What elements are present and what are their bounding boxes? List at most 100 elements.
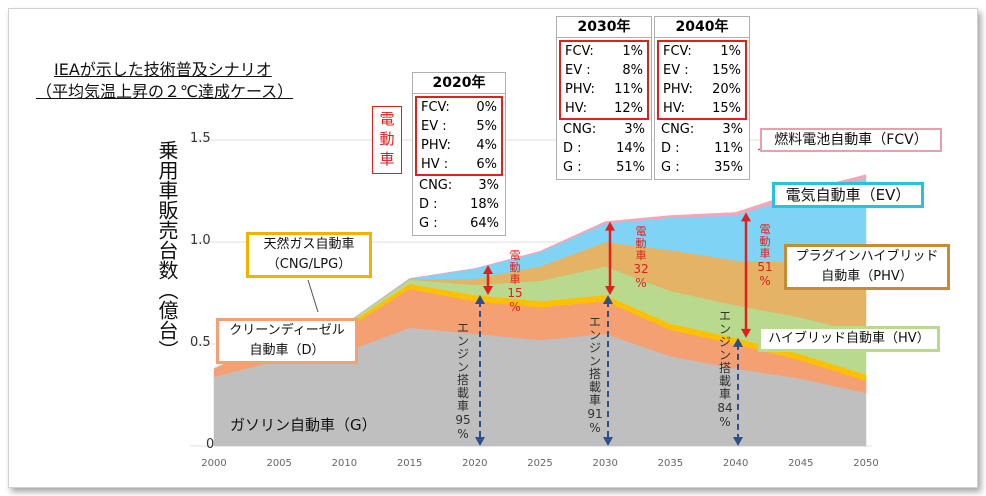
- x-tick-label: 2005: [266, 458, 292, 469]
- diesel-label-line1: クリーンディーゼル: [229, 323, 345, 338]
- electric-share-char: %: [509, 300, 521, 314]
- gasoline-label: ガソリン自動車（G）: [230, 416, 377, 434]
- hv-label: ハイブリッド自動車（HV）: [758, 326, 940, 352]
- share-type: HV:: [663, 101, 685, 116]
- phv-label-line2: 自動車（PHV）: [821, 269, 913, 284]
- share-type: G :: [419, 216, 438, 231]
- electric-share-char: 51: [757, 260, 773, 274]
- share-type: HV :: [421, 157, 449, 172]
- year-heading: 2020年: [413, 73, 505, 94]
- engine-share-label: エンジン搭載車 84%: [714, 309, 736, 430]
- share-type: FCV:: [663, 44, 692, 59]
- share-type: CNG:: [563, 122, 597, 137]
- share-row: PHV: 20%: [659, 80, 745, 99]
- engine-share-group: CNG: 3% D : 11% G : 35%: [655, 120, 749, 179]
- share-type: PHV:: [421, 138, 451, 153]
- share-type: CNG:: [419, 178, 453, 193]
- share-value: 20%: [712, 82, 741, 97]
- chart-subtitle: （平均気温上昇の２℃達成ケース）: [36, 82, 294, 101]
- share-value: 11%: [714, 141, 743, 156]
- cng-label-line2: （CNG/LPG）: [266, 257, 352, 272]
- engine-share-char: 車: [588, 393, 601, 407]
- electric-share-char: 電: [759, 223, 771, 236]
- engine-share-char: ン: [718, 348, 731, 362]
- electric-share-group: FCV: 1% EV : 15% PHV: 20% HV: 15%: [657, 40, 747, 120]
- share-row: HV: 15%: [659, 99, 745, 118]
- share-value: 6%: [476, 157, 497, 172]
- engine-share-char: 載: [588, 380, 601, 394]
- share-value: 1%: [622, 44, 643, 59]
- engine-share-char: 搭: [588, 367, 601, 381]
- x-tick-label: 2040: [722, 458, 749, 469]
- chart-title: IEAが示した技術普及シナリオ: [54, 60, 272, 79]
- engine-share-char: %: [719, 415, 731, 429]
- engine-share-char: 載: [456, 386, 469, 400]
- engine-arrow-2030-head: [603, 437, 613, 446]
- electric-share-label: 電動車 32%: [630, 226, 652, 291]
- x-tick-label: 2050: [853, 458, 879, 469]
- share-type: PHV:: [565, 82, 595, 97]
- x-tick-label: 2045: [788, 458, 814, 469]
- y-axis-label: 乗用車販売台数（億台）: [155, 140, 179, 360]
- share-type: G :: [563, 160, 582, 175]
- year-breakdown-box: 2030年 FCV: 1% EV : 8% PHV: 11% HV: 12% CNG: 3% D : 1…: [556, 16, 652, 180]
- share-row: G : 51%: [559, 158, 649, 177]
- year-heading: 2030年: [557, 17, 651, 38]
- engine-share-label: エンジン搭載車 91%: [584, 316, 606, 436]
- share-type: FCV:: [565, 44, 594, 59]
- share-type: PHV:: [663, 82, 693, 97]
- share-type: HV:: [565, 101, 587, 116]
- phv-label-line1: プラグインハイブリッド: [795, 249, 939, 264]
- share-type: EV :: [663, 63, 689, 78]
- engine-arrow-2040-head: [733, 437, 743, 446]
- electric-share-char: 動: [635, 237, 647, 250]
- share-row: G : 35%: [657, 158, 747, 177]
- engine-share-char: ン: [718, 322, 731, 336]
- y-tick-label: 0: [206, 437, 215, 452]
- phv-label: プラグインハイブリッド 自動車（PHV）: [784, 244, 950, 290]
- year-breakdown-box: 2040年 FCV: 1% EV : 15% PHV: 20% HV: 15% CNG: 3% D :…: [654, 16, 750, 180]
- share-value: 35%: [714, 160, 743, 175]
- electric-share-char: %: [759, 274, 771, 288]
- share-value: 3%: [722, 122, 743, 137]
- share-row: EV : 15%: [659, 61, 745, 80]
- share-row: CNG: 3%: [415, 176, 503, 195]
- engine-arrow-2030-head: [603, 295, 613, 305]
- engine-share-char: ジ: [718, 335, 731, 349]
- electric-share-char: 電: [509, 249, 521, 262]
- engine-share-group: CNG: 3% D : 18% G : 64%: [413, 176, 505, 235]
- electric-share-label: 電動車 51%: [754, 223, 776, 289]
- share-type: D :: [661, 141, 680, 156]
- share-type: G :: [661, 160, 680, 175]
- cng-leader-line: [307, 279, 319, 313]
- y-tick-label: 1.5: [190, 131, 211, 146]
- share-type: D :: [563, 141, 582, 156]
- engine-share-char: ン: [588, 328, 601, 342]
- share-row: D : 11%: [657, 139, 747, 158]
- engine-share-char: ン: [456, 360, 469, 374]
- electric-share-label: 電動車 15%: [504, 249, 526, 315]
- engine-arrow-2040-head: [733, 337, 743, 347]
- share-type: EV :: [421, 119, 447, 134]
- share-value: 1%: [720, 44, 741, 59]
- x-tick-label: 2000: [201, 458, 227, 469]
- electric-arrow-2020-head: [483, 265, 493, 275]
- share-row: CNG: 3%: [657, 120, 747, 139]
- engine-share-char: 搭: [718, 361, 731, 375]
- share-row: D : 18%: [415, 195, 503, 214]
- share-row: D : 14%: [559, 139, 649, 158]
- share-row: FCV: 0%: [417, 98, 501, 117]
- engine-share-char: エ: [718, 309, 731, 323]
- electric-arrow-2030-head: [605, 286, 615, 296]
- share-type: FCV:: [421, 100, 450, 115]
- share-row: HV : 6%: [417, 155, 501, 174]
- share-row: HV: 12%: [561, 99, 647, 118]
- share-row: PHV: 11%: [561, 80, 647, 99]
- electric-share-char: 車: [635, 249, 647, 262]
- share-row: FCV: 1%: [561, 42, 647, 61]
- x-tick-label: 2015: [396, 458, 423, 469]
- share-row: EV : 8%: [561, 61, 647, 80]
- year-heading: 2040年: [655, 17, 749, 38]
- year-breakdown-box: 2020年 FCV: 0% EV : 5% PHV: 4% HV : 6% CNG: 3% D : 18…: [412, 72, 506, 236]
- engine-arrow-2020-head: [475, 295, 485, 305]
